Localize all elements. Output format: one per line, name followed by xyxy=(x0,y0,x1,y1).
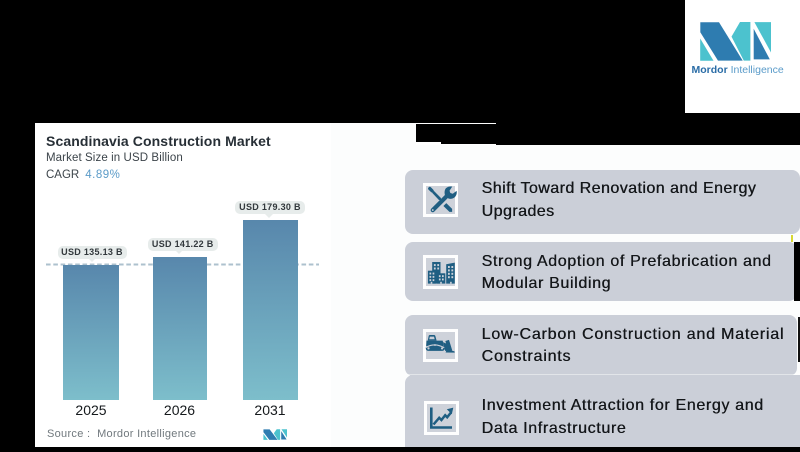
svg-text:Mordor Intelligence: Mordor Intelligence xyxy=(692,64,784,76)
